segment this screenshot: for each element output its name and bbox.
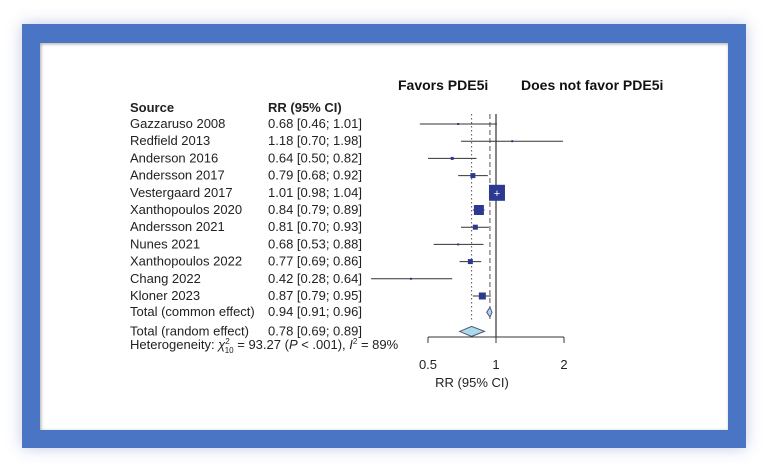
study-rr-label: 0.87 [0.79; 0.95] — [268, 288, 362, 303]
plot-panel — [40, 43, 728, 430]
favors-left-label: Favors PDE5i — [398, 77, 488, 93]
source-header: Source — [130, 100, 174, 115]
study-source: Kloner 2023 — [130, 288, 200, 303]
pooled-source: Total (common effect) — [130, 304, 255, 319]
study-square — [450, 156, 454, 160]
study-source: Anderson 2016 — [130, 150, 218, 165]
study-source: Xanthopoulos 2020 — [130, 202, 242, 217]
study-square — [467, 259, 473, 265]
study-square — [472, 224, 478, 230]
study-source: Vestergaard 2017 — [130, 185, 233, 200]
heterogeneity-text: Heterogeneity: χ2 10 = 93.27 (P < .001), … — [130, 337, 399, 355]
favors-right-label: Does not favor PDE5i — [521, 77, 663, 93]
study-point-marker: + — [494, 188, 500, 200]
x-axis-label: RR (95% CI) — [435, 375, 509, 390]
pooled-diamond — [486, 306, 493, 319]
study-rr-label: 1.18 [0.70; 1.98] — [268, 133, 362, 148]
study-rr-label: 0.77 [0.69; 0.86] — [268, 254, 362, 269]
rr-header: RR (95% CI) — [268, 100, 342, 115]
study-rr-label: 1.01 [0.98; 1.04] — [268, 185, 362, 200]
study-square — [457, 243, 460, 246]
study-rr-label: 0.68 [0.53; 0.88] — [268, 236, 362, 251]
study-square — [511, 140, 514, 143]
study-square — [470, 173, 476, 179]
study-source: Xanthopoulos 2022 — [130, 254, 242, 269]
study-square — [478, 292, 486, 300]
study-square — [473, 205, 484, 215]
picture-frame — [22, 24, 746, 448]
study-square — [488, 184, 505, 201]
study-source: Nunes 2021 — [130, 236, 200, 251]
pooled-source: Total (random effect) — [130, 323, 249, 338]
pooled-diamond — [458, 325, 486, 337]
x-tick-label: 1 — [492, 357, 499, 372]
pooled-rr-label: 0.94 [0.91; 0.96] — [268, 304, 362, 319]
study-rr-label: 0.42 [0.28; 0.64] — [268, 271, 362, 286]
study-rr-label: 0.81 [0.70; 0.93] — [268, 219, 362, 234]
pooled-rr-label: 0.78 [0.69; 0.89] — [268, 323, 362, 338]
study-rr-label: 0.84 [0.79; 0.89] — [268, 202, 362, 217]
x-tick-label: 2 — [560, 357, 567, 372]
study-source: Andersson 2021 — [130, 219, 225, 234]
study-source: Andersson 2017 — [130, 168, 225, 183]
study-source: Chang 2022 — [130, 271, 201, 286]
study-source: Gazzaruso 2008 — [130, 116, 225, 131]
study-rr-label: 0.79 [0.68; 0.92] — [268, 168, 362, 183]
study-square — [409, 277, 412, 280]
study-square — [457, 123, 460, 125]
study-rr-label: 0.64 [0.50; 0.82] — [268, 150, 362, 165]
study-rr-label: 0.68 [0.46; 1.01] — [268, 116, 362, 131]
study-source: Redfield 2013 — [130, 133, 210, 148]
x-tick-label: 0.5 — [419, 357, 437, 372]
